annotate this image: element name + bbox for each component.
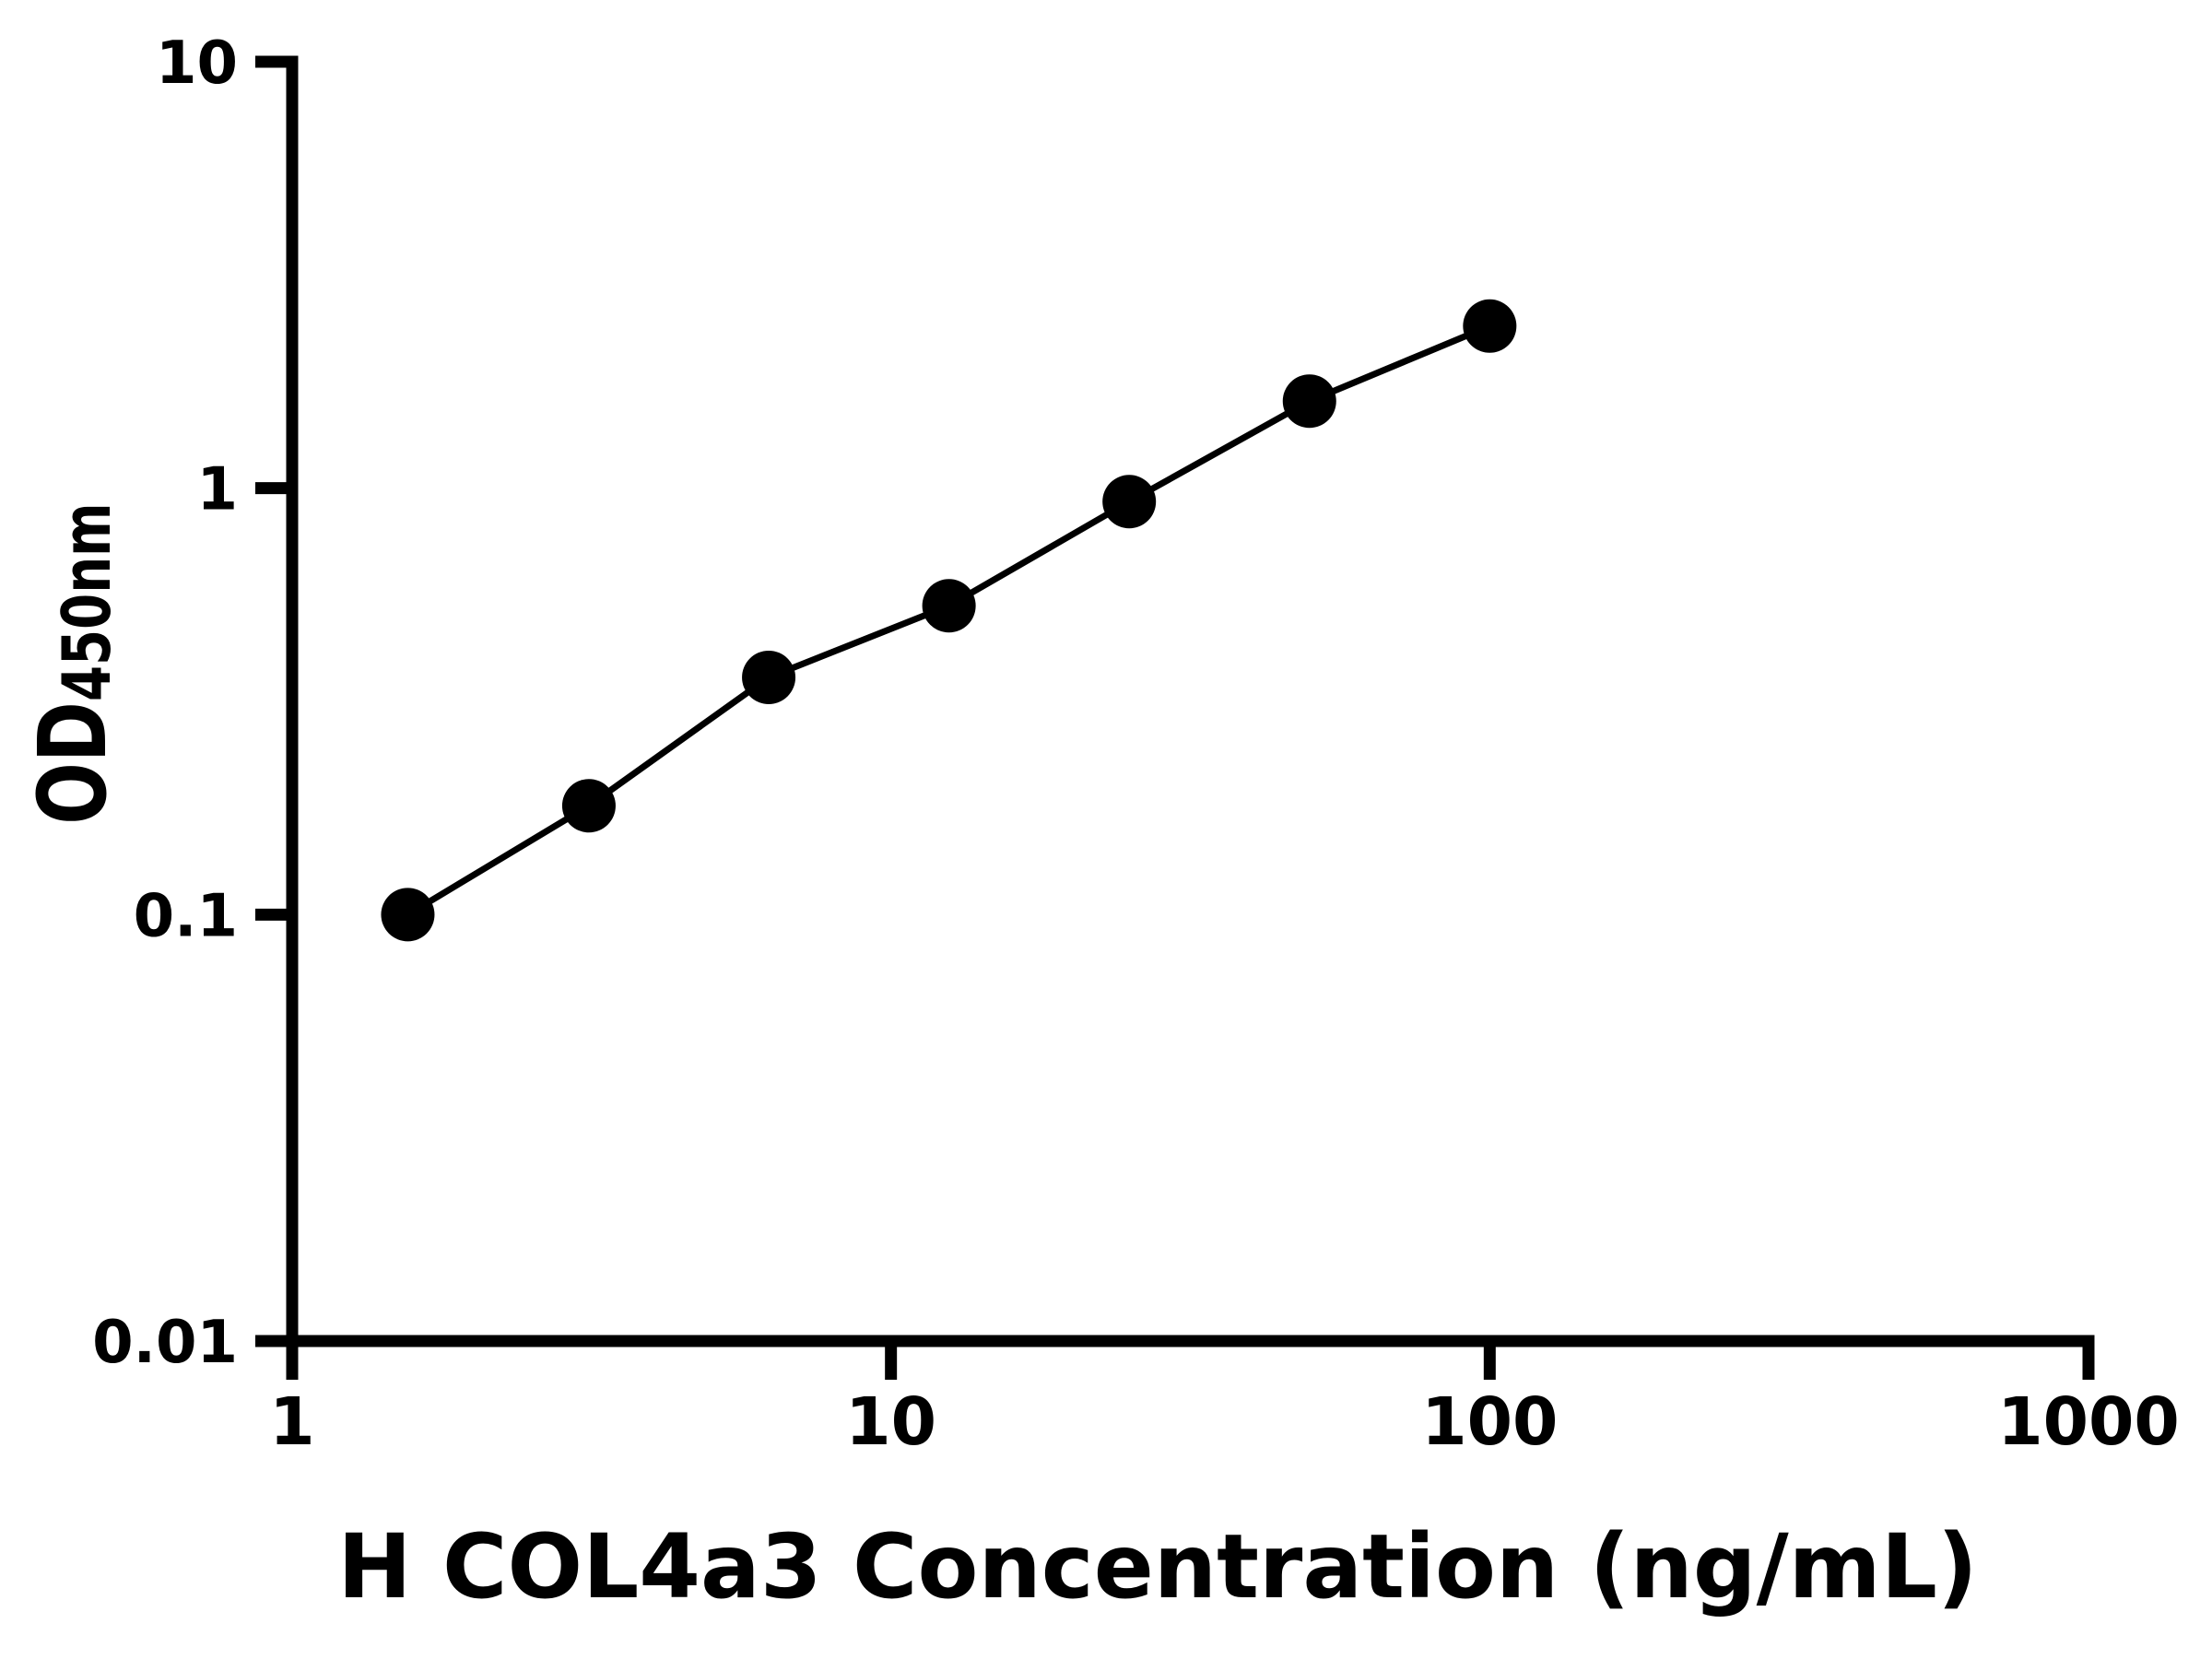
x-tick-label: 1 <box>269 1383 314 1460</box>
y-tick-label: 0.01 <box>92 1309 238 1377</box>
y-tick-label: 10 <box>156 29 238 98</box>
y-tick-label: 0.1 <box>134 882 238 950</box>
y-axis-title: OD450nm <box>18 502 128 824</box>
y-tick-label: 1 <box>196 456 238 524</box>
data-point <box>561 779 616 833</box>
y-axis-title-subscript: 450nm <box>48 502 125 702</box>
data-point <box>742 650 796 704</box>
data-point <box>922 579 976 633</box>
data-point <box>1282 374 1336 429</box>
x-tick-label: 100 <box>1421 1383 1558 1460</box>
x-tick-label: 10 <box>845 1383 936 1460</box>
data-point <box>1102 475 1157 529</box>
data-point <box>1463 299 1517 353</box>
x-axis-title: H COL4a3 Concentration (ng/mL) <box>337 1515 1978 1618</box>
x-tick-label: 1000 <box>1997 1383 2180 1460</box>
data-point <box>381 888 435 942</box>
y-axis-title-main: OD <box>18 701 128 825</box>
